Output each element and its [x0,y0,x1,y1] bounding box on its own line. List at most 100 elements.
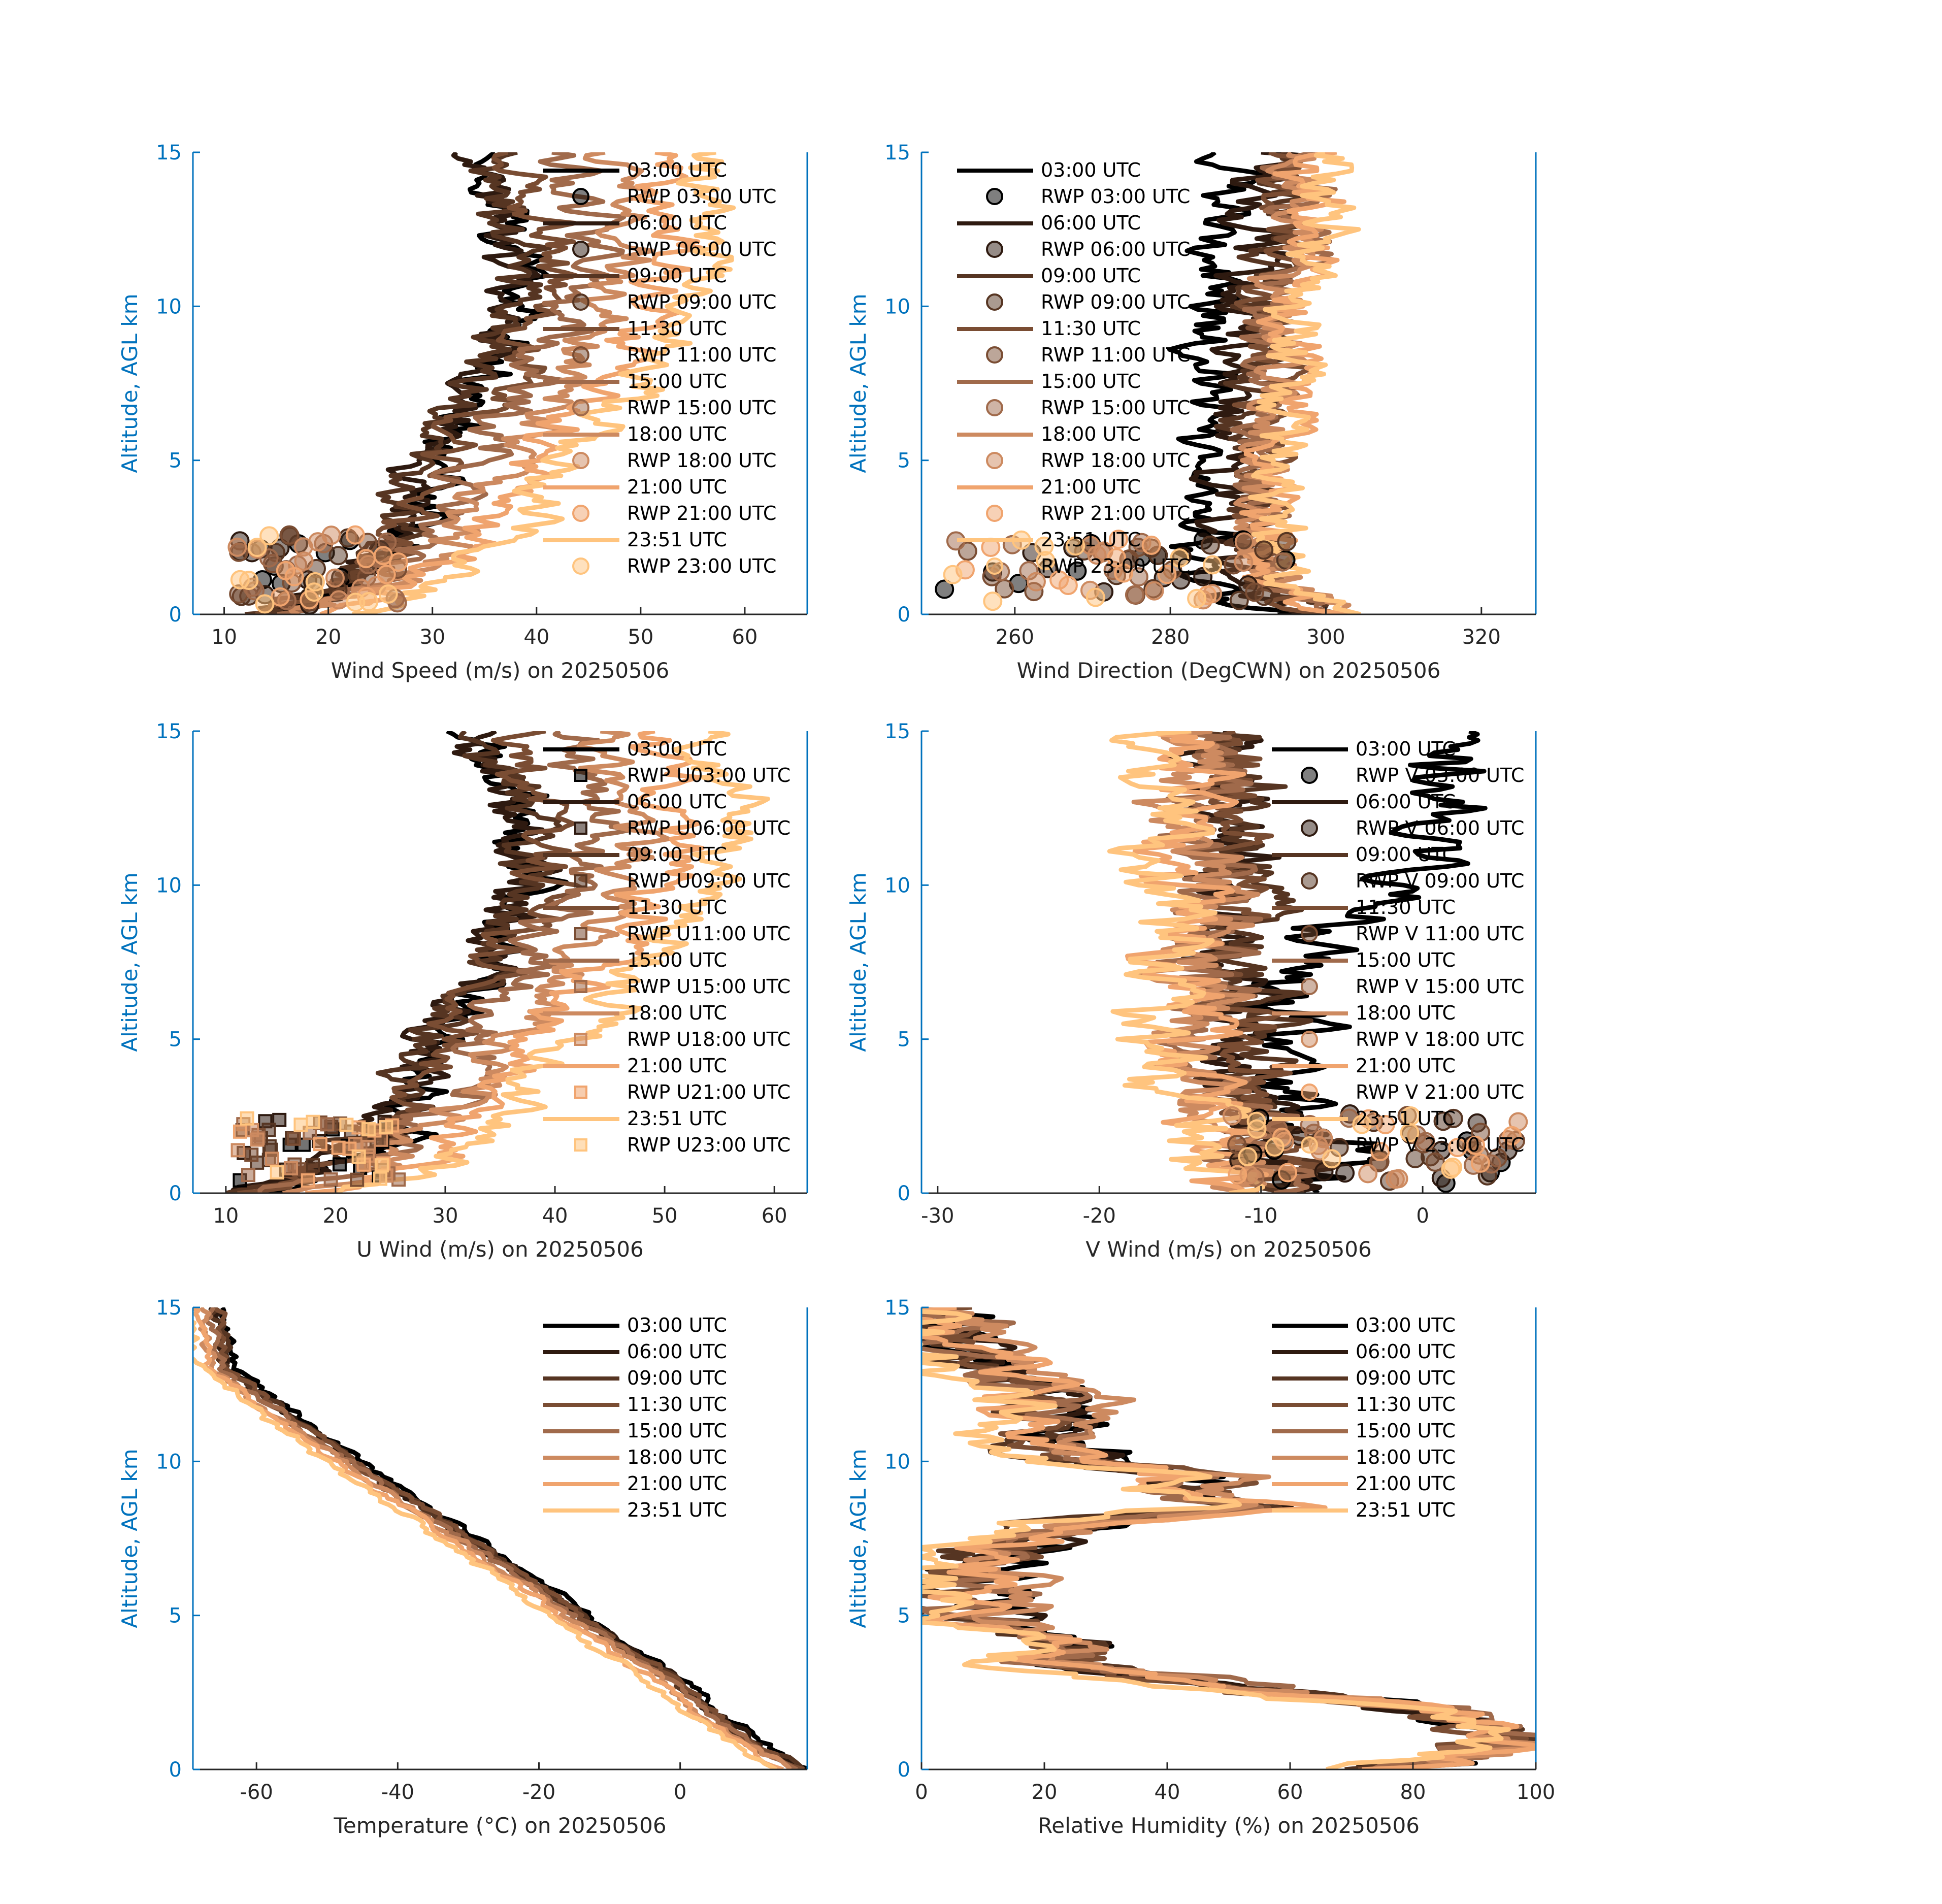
rwp-point [350,1172,365,1187]
rwp-point [379,1120,393,1135]
rwp-point [1254,540,1274,560]
y-tick-label: 0 [169,1758,182,1782]
x-axis-label: Wind Speed (m/s) on 20250506 [331,658,669,683]
legend-marker [986,293,1003,311]
legend-entry-rwp: RWP V 11:00 UTC [1356,923,1524,945]
legend-marker [1301,1031,1318,1048]
rwp-point [283,1161,298,1176]
rwp-point [323,1172,338,1187]
legend-entry-rwp: RWP V 06:00 UTC [1356,817,1524,839]
y-tick-label: 5 [898,449,910,473]
legend-marker [572,241,589,258]
x-tick-label: 320 [1462,626,1501,649]
x-tick-label: 20 [322,1204,348,1228]
legend-entry: 18:00 UTC [1356,1446,1456,1468]
y-tick-label: 0 [898,1182,910,1205]
legend-entry-rwp: RWP 18:00 UTC [1041,449,1190,472]
rwp-point [272,1112,287,1127]
y-tick-label: 15 [156,1296,182,1320]
rwp-point [276,561,295,580]
rwp-point [1247,1119,1267,1139]
y-axis-label: Altitude, AGL km [846,1449,871,1628]
rwp-point [239,571,259,590]
legend-entry: 09:00 UTC [627,265,727,287]
legend-entry: 15:00 UTC [627,1420,727,1442]
rwp-point [270,587,290,607]
rwp-point [227,537,247,557]
legend-entry-rwp: RWP V 21:00 UTC [1356,1081,1524,1103]
rwp-point [265,1152,279,1166]
rwp-point [286,1131,301,1146]
legend-entry-rwp: RWP U21:00 UTC [627,1081,791,1103]
rwp-point [293,1118,308,1132]
rwp-point [1234,552,1254,572]
series-line-1800 [923,1307,1536,1769]
rwp-point [356,549,376,569]
y-tick-label: 10 [884,295,910,318]
rwp-point [1273,552,1293,572]
x-tick-label: -40 [381,1781,414,1804]
rwp-point [329,590,349,610]
legend-entry-rwp: RWP 09:00 UTC [627,291,776,313]
y-tick-label: 15 [884,1296,910,1320]
rwp-point [346,593,366,612]
rwp-point [245,1123,259,1137]
legend-marker [986,505,1003,522]
x-tick-label: 60 [762,1204,787,1228]
legend-entry-rwp: RWP 03:00 UTC [1041,185,1190,208]
series-line-1130 [212,1307,805,1769]
y-tick-label: 10 [156,874,182,897]
y-axis-label: Altitude, AGL km [846,872,871,1052]
legend-entry: 06:00 UTC [1356,791,1456,813]
x-tick-label: -10 [1244,1204,1277,1228]
series-line-2351 [337,731,770,1193]
rwp-point [374,1158,389,1173]
legend-entry: 23:51 UTC [1356,1107,1456,1130]
y-tick-label: 0 [898,1758,910,1782]
legend-entry: 18:00 UTC [627,1446,727,1468]
rwp-point [1036,551,1056,571]
x-tick-label: 20 [1032,1781,1058,1804]
rwp-point [1401,1106,1421,1126]
x-tick-label: 60 [1277,1781,1303,1804]
rwp-point [1335,1163,1355,1183]
legend-entry: 21:00 UTC [1041,476,1141,498]
rwp-point [1141,535,1161,555]
x-axis-label: U Wind (m/s) on 20250506 [356,1237,644,1262]
rwp-point [255,594,275,614]
legend-marker [574,769,587,782]
rwp-point [1228,1165,1247,1185]
series-line-2100 [193,1307,784,1769]
legend-marker [572,188,589,205]
rwp-point [1245,582,1265,602]
legend-entry: 21:00 UTC [627,476,727,498]
legend-marker [574,822,587,835]
y-tick-label: 15 [156,141,182,165]
legend-marker [574,927,587,940]
legend-marker [1301,925,1318,942]
rwp-point [1443,1157,1463,1177]
rwp-point [259,526,279,546]
rwp-point [332,1157,347,1172]
legend-entry: 18:00 UTC [627,423,727,445]
rwp-point [1058,576,1078,596]
x-tick-label: 40 [523,626,549,649]
rwp-point [983,592,1003,611]
legend-entry: 06:00 UTC [1041,212,1141,234]
rwp-point [313,1137,327,1152]
x-tick-label: 100 [1517,1781,1555,1804]
legend-entry: 03:00 UTC [627,159,727,181]
legend-entry: 15:00 UTC [1356,1420,1456,1442]
rwp-point [1370,1142,1390,1162]
legend-entry: 03:00 UTC [1356,1314,1456,1336]
legend-entry-rwp: RWP U06:00 UTC [627,817,791,839]
rwp-point [1322,1149,1342,1169]
legend-entry: 11:30 UTC [1356,1393,1456,1416]
rwp-point [1144,581,1164,601]
legend-entry: 21:00 UTC [627,1472,727,1495]
legend-entry: 23:51 UTC [1356,1499,1456,1521]
legend-entry: 03:00 UTC [1041,159,1141,181]
series-line-2351 [1107,731,1266,1193]
legend-entry: 11:30 UTC [627,896,727,918]
legend-entry: 18:00 UTC [1041,423,1141,445]
